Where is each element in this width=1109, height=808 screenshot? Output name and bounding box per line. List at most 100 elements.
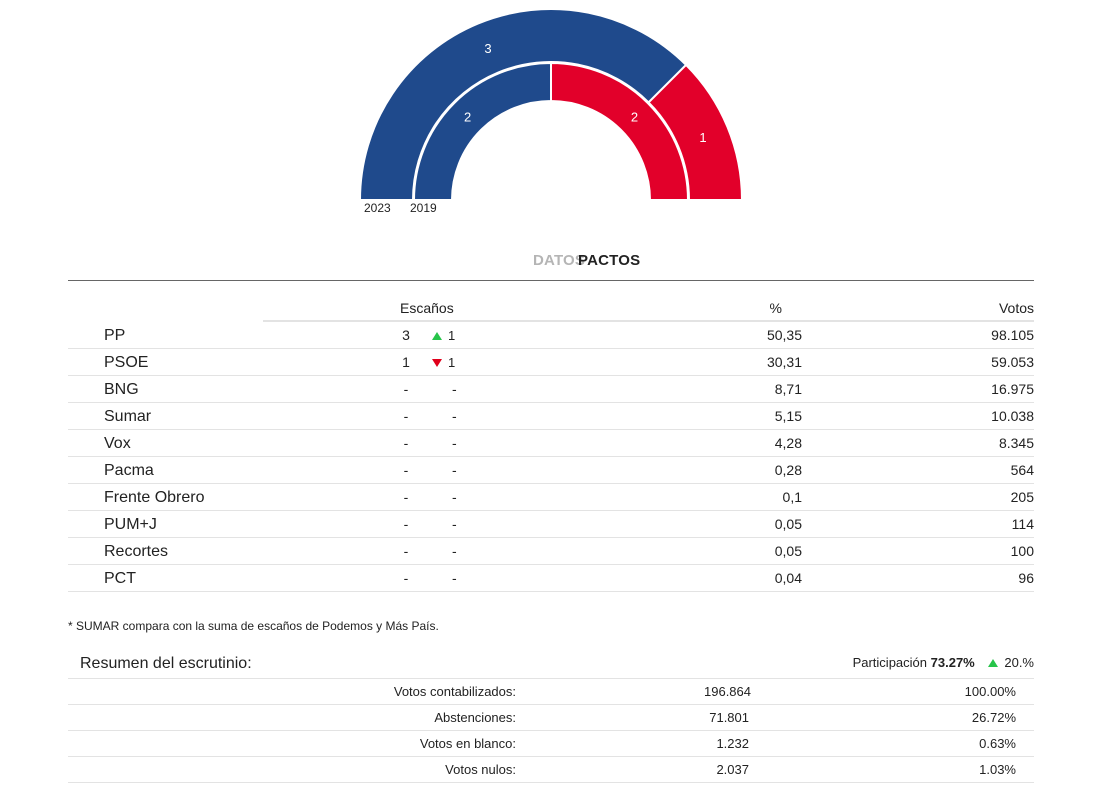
seat-change: 1: [432, 328, 472, 343]
participation-change-value: 20.%: [1004, 655, 1034, 670]
seat-change: 1: [432, 355, 472, 370]
pct-value: 0,1: [782, 489, 802, 505]
ring-label-2019: 2019: [410, 201, 437, 215]
arrow-down-icon: [432, 359, 442, 367]
tab-pactos[interactable]: PACTOS: [578, 252, 641, 269]
summary-table: Resumen del escrutinio: Participación 73…: [68, 652, 1034, 783]
seats-value: -: [403, 408, 409, 424]
results-table: Escaños % Votos PP 3 1 50,35 98.105 PSOE 1 1 30,…: [68, 294, 1034, 592]
party-name: PCT: [104, 570, 136, 587]
party-name: Sumar: [104, 408, 152, 425]
header-pct: %: [769, 300, 782, 316]
table-row: PUM+J - - 0,05 114: [68, 511, 1034, 538]
summary-value: 1.232: [716, 736, 749, 751]
table-row: PP 3 1 50,35 98.105: [68, 322, 1034, 349]
votes-value: 96: [1018, 570, 1034, 586]
hemicycle-svg: 3 1 2 2: [358, 8, 744, 201]
results-header: Escaños % Votos: [68, 294, 1034, 322]
pct-value: 30,31: [766, 354, 802, 370]
tab-datos[interactable]: DATOS: [533, 252, 586, 269]
seat-change-value: -: [452, 489, 457, 505]
arrow-up-icon: [432, 332, 442, 340]
pct-value: 4,28: [774, 435, 802, 451]
votes-value: 59.053: [991, 354, 1034, 370]
summary-label: Votos nulos:: [445, 762, 516, 777]
summary-pct: 0.63%: [979, 736, 1016, 751]
parliament-chart: 3 1 2 2 2023 2019: [0, 0, 1109, 230]
seat-change-value: 1: [448, 328, 456, 343]
seats-value: -: [403, 435, 409, 451]
summary-label: Votos contabilizados:: [393, 684, 516, 699]
summary-label: Abstenciones:: [434, 710, 516, 725]
seat-change-value: 1: [448, 355, 456, 370]
seats-value: 3: [402, 327, 410, 343]
party-name: Vox: [104, 435, 131, 452]
summary-value: 71.801: [709, 710, 749, 725]
summary-row: Abstenciones: 71.801 26.72%: [68, 705, 1034, 731]
summary-title: Resumen del escrutinio:: [80, 655, 252, 672]
votes-value: 205: [1010, 489, 1034, 505]
summary-row: Votos en blanco: 1.232 0.63%: [68, 731, 1034, 757]
participation-value: 73.27%: [930, 655, 975, 670]
seats-value: -: [403, 462, 409, 478]
participation: Participación 73.27% 20.%: [853, 655, 1034, 670]
party-name: Recortes: [104, 543, 169, 560]
party-name: PUM+J: [104, 516, 157, 533]
table-row: Vox - - 4,28 8.345: [68, 430, 1034, 457]
table-row: Sumar - - 5,15 10.038: [68, 403, 1034, 430]
seats-value: -: [403, 381, 409, 397]
summary-pct: 1.03%: [979, 762, 1016, 777]
table-row: Pacma - - 0,28 564: [68, 457, 1034, 484]
summary-label: Votos en blanco:: [419, 736, 516, 751]
table-row: PCT - - 0,04 96: [68, 565, 1034, 592]
seats-value: -: [403, 570, 409, 586]
arrow-up-icon: [988, 659, 999, 667]
pct-value: 5,15: [774, 408, 802, 424]
seats-value: 1: [402, 354, 410, 370]
summary-value: 2.037: [716, 762, 749, 777]
votes-value: 8.345: [998, 435, 1034, 451]
seat-count-label: 2: [464, 110, 471, 125]
tab-bar: DATOS PACTOS: [68, 248, 1034, 281]
header-seats: Escaños: [400, 300, 454, 316]
pct-value: 0,05: [774, 543, 802, 559]
seat-count-label: 2: [631, 110, 638, 125]
seats-value: -: [403, 516, 409, 532]
pct-value: 0,04: [774, 570, 802, 586]
party-name: PSOE: [104, 354, 149, 371]
votes-value: 98.105: [991, 327, 1034, 343]
seat-change-value: -: [452, 516, 457, 532]
participation-change: 20.%: [988, 655, 1034, 670]
votes-value: 564: [1010, 462, 1034, 478]
table-row: Frente Obrero - - 0,1 205: [68, 484, 1034, 511]
seats-value: -: [403, 543, 409, 559]
summary-pct: 100.00%: [964, 684, 1016, 699]
seat-count-label: 3: [484, 41, 491, 56]
seat-change-value: -: [452, 570, 457, 586]
pct-value: 0,28: [774, 462, 802, 478]
seat-change-value: -: [452, 543, 457, 559]
votes-value: 16.975: [991, 381, 1034, 397]
footnote: * SUMAR compara con la suma de escaños d…: [68, 619, 439, 633]
seat-count-label: 1: [699, 130, 706, 145]
participation-label: Participación: [852, 655, 928, 670]
votes-value: 10.038: [991, 408, 1034, 424]
summary-row: Votos contabilizados: 196.864 100.00%: [68, 679, 1034, 705]
pct-value: 0,05: [774, 516, 802, 532]
seat-arc-2019-psoe[interactable]: [550, 61, 690, 201]
summary-pct: 26.72%: [971, 710, 1016, 725]
header-votes: Votos: [998, 300, 1034, 316]
seat-change-value: -: [452, 408, 457, 424]
party-name: BNG: [104, 381, 139, 398]
seat-change-value: -: [452, 381, 457, 397]
seat-change-value: -: [452, 462, 457, 478]
pct-value: 8,71: [774, 381, 802, 397]
summary-value: 196.864: [704, 684, 751, 699]
votes-value: 100: [1010, 543, 1034, 559]
table-row: Recortes - - 0,05 100: [68, 538, 1034, 565]
party-name: PP: [104, 327, 126, 344]
party-name: Pacma: [104, 462, 154, 479]
pct-value: 50,35: [766, 327, 802, 343]
table-row: BNG - - 8,71 16.975: [68, 376, 1034, 403]
table-row: PSOE 1 1 30,31 59.053: [68, 349, 1034, 376]
